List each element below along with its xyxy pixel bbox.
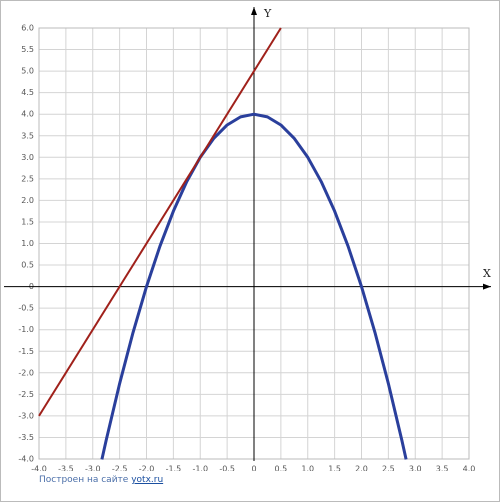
y-tick-label: 3.0 (21, 153, 34, 162)
y-tick-label: 4.0 (21, 110, 34, 119)
y-tick-label: -3.5 (18, 433, 34, 442)
y-tick-label: -1.5 (18, 347, 34, 356)
x-tick-label: -0.5 (219, 465, 235, 472)
footer-text: Построен на сайте (39, 475, 129, 485)
y-tick-label: 1.0 (21, 239, 34, 248)
x-tick-label: 2.0 (355, 465, 368, 472)
x-tick-label: -2.0 (139, 465, 155, 472)
x-tick-label: 3.0 (409, 465, 422, 472)
y-tick-label: -2.0 (18, 368, 34, 377)
y-tick-label: -2.5 (18, 390, 34, 399)
y-tick-label: 0.5 (21, 261, 34, 270)
footer-link[interactable]: yotx.ru (131, 475, 164, 485)
y-tick-label: 2.5 (21, 174, 34, 183)
y-tick-label: -3.0 (18, 411, 34, 420)
x-tick-label: -3.0 (85, 465, 101, 472)
x-tick-label: 2.5 (382, 465, 395, 472)
y-tick-label: -1.0 (18, 325, 34, 334)
x-tick-label: 4.0 (463, 465, 476, 472)
series-line (38, 27, 282, 417)
y-tick-label: 5.0 (21, 67, 34, 76)
x-axis-label: X (483, 267, 491, 280)
y-tick-label: -0.5 (18, 304, 34, 313)
y-tick-label: 5.5 (21, 45, 34, 54)
y-tick-label: 6.0 (21, 24, 34, 33)
y-axis-label: Y (263, 7, 272, 20)
x-tick-label: -3.5 (58, 465, 74, 472)
x-tick-label: -1.0 (192, 465, 208, 472)
y-tick-label: 3.5 (21, 131, 34, 140)
footer: Построен на сайте yotx.ru (39, 475, 163, 485)
x-tick-label: -1.5 (166, 465, 182, 472)
y-tick-label: 1.5 (21, 217, 34, 226)
y-tick-label: 4.5 (21, 88, 34, 97)
x-tick-label: -2.5 (112, 465, 128, 472)
x-tick-label: 1.5 (328, 465, 341, 472)
x-tick-label: 3.5 (436, 465, 449, 472)
x-tick-label: -4.0 (31, 465, 47, 472)
y-tick-label: -4.0 (18, 455, 34, 464)
y-tick-label: 2.0 (21, 196, 34, 205)
chart: X Y -4.0 -3.5 -3.0 -2.5 -2.0 -1.5 -1.0 -0.5 0 0.5… (4, 7, 491, 474)
x-tick-label: 1.0 (301, 465, 314, 472)
y-axis-arrow (251, 7, 257, 15)
x-tick-label: 0.5 (275, 465, 288, 472)
series-line (100, 112, 408, 460)
x-axis-arrow (483, 283, 491, 290)
x-tick-label: 0 (251, 465, 256, 472)
